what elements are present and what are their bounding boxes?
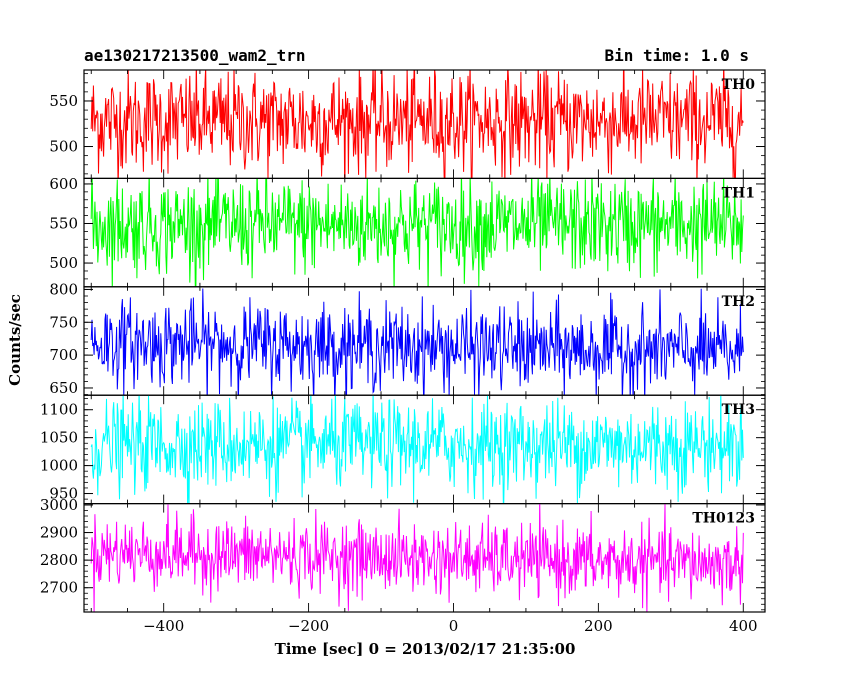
panel-label: TH2 [722, 294, 755, 310]
panel-th0123: 2700 2800 2900 3000 TH0123 [40, 496, 766, 613]
y-tick-label: 750 [49, 313, 78, 331]
series-line-th2 [90, 288, 744, 396]
y-tick-label: 500 [49, 138, 78, 156]
y-tick-label: 650 [49, 379, 78, 397]
panel-label: TH0 [722, 77, 756, 93]
y-tick-label: 950 [49, 485, 78, 503]
series-line-th1 [90, 178, 744, 287]
x-axis-title: Time [sec] 0 = 2013/02/17 21:35:00 [275, 640, 576, 658]
panel-label: TH3 [722, 402, 755, 418]
y-tick-label: 500 [49, 254, 78, 272]
panel-th2: 650 700 750 800 TH2 [49, 280, 766, 397]
x-tick-label: 200 [584, 617, 613, 635]
y-tick-label: 3000 [40, 496, 78, 514]
bin-time-label: Bin time: 1.0 s [605, 46, 750, 65]
y-tick-label: 700 [49, 346, 78, 364]
y-tick-label: 2900 [40, 524, 78, 542]
y-tick-label: 600 [49, 175, 78, 193]
series-line-th3 [90, 395, 744, 504]
x-tick-label: −200 [288, 617, 329, 635]
panel-label: TH0123 [692, 511, 755, 527]
y-tick-label: 2700 [40, 579, 78, 597]
panel-th3: 950 1000 1050 1100 TH3 [40, 394, 766, 505]
y-tick-label: 2800 [40, 551, 78, 569]
y-tick-label: 1100 [40, 401, 78, 419]
series-line-th0 [90, 70, 744, 179]
y-tick-label: 800 [49, 280, 78, 298]
y-tick-label: 550 [49, 215, 78, 233]
x-tick-label: 400 [729, 617, 758, 635]
y-axis-title: Counts/sec [6, 294, 24, 386]
chart-title: ae130217213500_wam2_trn [84, 46, 306, 65]
panels: 500 550 TH0 500 550 600 TH1 650 700 750 800 TH2 950 1… [40, 69, 766, 613]
panel-th1: 500 550 600 TH1 [49, 175, 766, 288]
x-tick-label: 0 [449, 617, 459, 635]
x-axis: −400 −200 0 200 400 [143, 617, 757, 635]
panel-frame [83, 503, 766, 613]
y-tick-label: 1050 [40, 429, 78, 447]
x-tick-label: −400 [143, 617, 184, 635]
panel-label: TH1 [722, 185, 755, 201]
y-tick-label: 1000 [40, 457, 78, 475]
y-tick-label: 550 [49, 92, 78, 110]
series-line-th0123 [90, 503, 744, 613]
